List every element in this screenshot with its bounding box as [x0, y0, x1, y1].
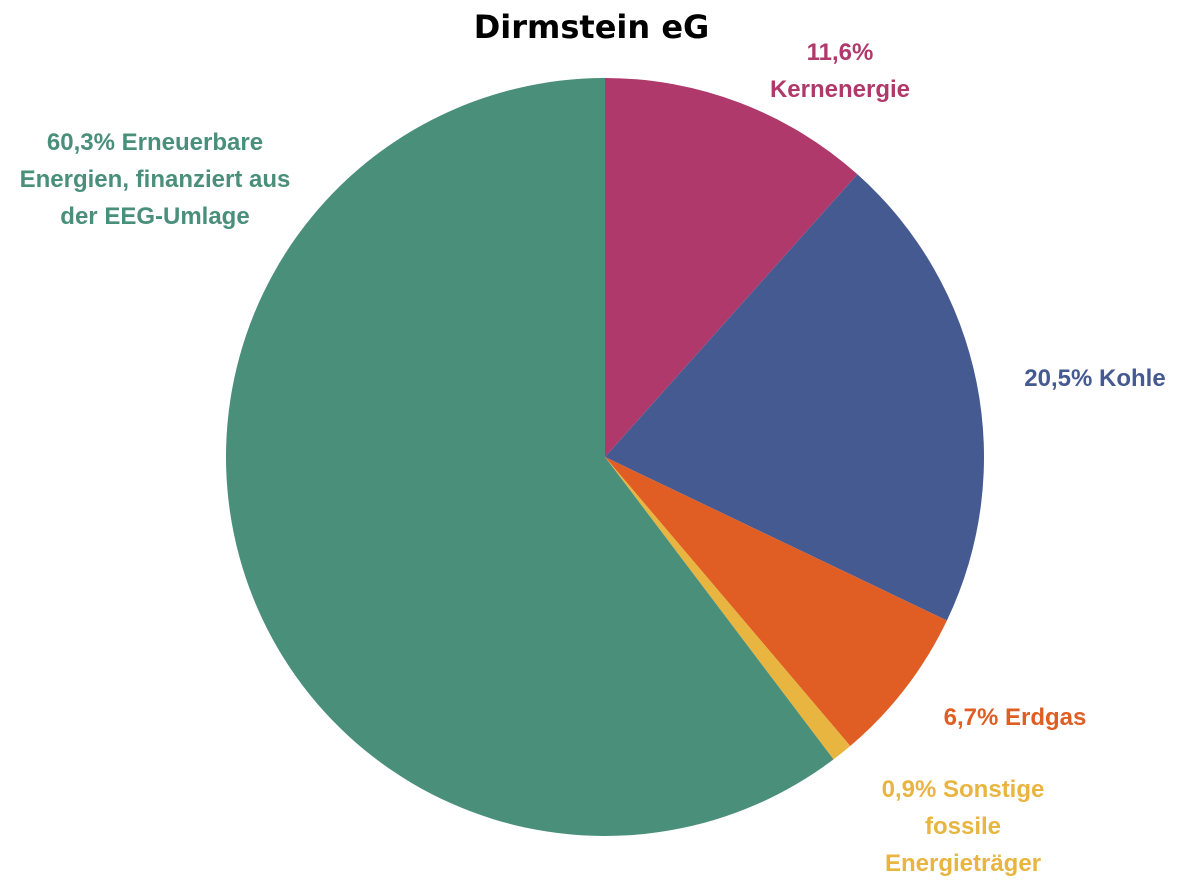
pie-slice — [605, 457, 851, 760]
pie-slice — [605, 78, 858, 457]
value-label: 11,6% — [806, 39, 874, 66]
slice-label: 11,6% Kernenergie — [750, 34, 930, 108]
value-label: 0,9% — [881, 776, 937, 803]
slice-label: 6,7% Erdgas — [890, 699, 1140, 736]
category-label: Kohle — [1099, 365, 1166, 392]
slice-label: 20,5% Kohle — [965, 360, 1183, 397]
category-label: Kernenergie — [769, 76, 911, 103]
category-label: Erdgas — [1005, 704, 1087, 731]
slice-label: 60,3% Erneuerbare Energien, finanziert a… — [5, 124, 305, 235]
pie-slice — [605, 457, 947, 746]
category-label: Erneuerbare Energien, finanziert aus der… — [19, 129, 291, 230]
pie-slice — [605, 174, 985, 621]
slice-label: 0,9% Sonstige fossile Energieträger — [858, 771, 1068, 882]
chart-title: Dirmstein eG — [473, 8, 710, 46]
value-label: 6,7% — [943, 704, 999, 731]
value-label: 60,3% — [46, 129, 115, 156]
value-label: 20,5% — [1024, 365, 1093, 392]
pie-slice — [225, 78, 834, 836]
